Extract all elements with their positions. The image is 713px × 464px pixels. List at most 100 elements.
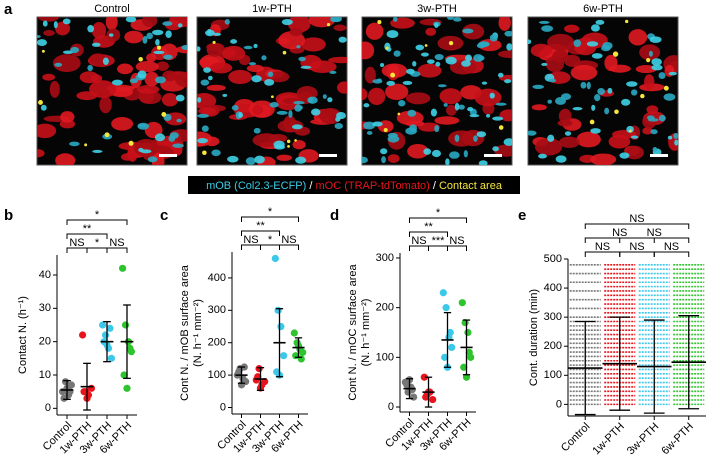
osteoblast <box>541 25 554 32</box>
osteoblast <box>445 158 450 165</box>
data-point <box>429 395 437 404</box>
osteoblast <box>293 101 305 105</box>
osteoblast <box>140 149 152 154</box>
osteoblast <box>547 99 553 104</box>
osteoclast <box>93 60 105 67</box>
osteoblast <box>125 17 137 23</box>
osteoblast <box>458 104 465 110</box>
osteoblast <box>42 20 48 27</box>
osteoblast <box>203 67 211 73</box>
osteoclast <box>198 107 216 115</box>
osteoclast <box>531 104 547 111</box>
contact <box>128 140 134 146</box>
osteoblast <box>619 152 630 159</box>
osteoclast <box>530 43 553 58</box>
osteoblast <box>651 64 663 71</box>
image-title: 1w-PTH <box>252 3 292 15</box>
contact <box>287 144 290 148</box>
osteoblast <box>586 41 599 47</box>
osteoblast <box>53 21 58 29</box>
osteoblast <box>426 59 435 64</box>
osteoblast <box>269 102 279 108</box>
osteoblast <box>489 92 495 99</box>
panel-label: b <box>4 207 13 224</box>
osteoblast <box>264 79 275 86</box>
y-tick-label: 100 <box>544 369 562 381</box>
data-point <box>465 348 473 356</box>
data-point <box>277 322 285 331</box>
data-point <box>121 321 130 329</box>
osteoblast <box>330 17 342 23</box>
osteoblast <box>492 116 504 121</box>
contact <box>498 125 504 130</box>
osteoblast <box>377 78 382 82</box>
osteoclast <box>37 123 57 139</box>
osteoblast <box>590 24 600 32</box>
osteoblast <box>366 131 373 135</box>
significance-bracket <box>447 245 467 251</box>
osteoblast <box>586 81 591 90</box>
osteoblast <box>176 118 182 123</box>
osteoblast <box>40 104 47 111</box>
osteoblast <box>547 134 555 142</box>
osteoblast <box>245 157 256 165</box>
contact <box>397 112 401 116</box>
data-point <box>126 344 134 352</box>
osteoblast <box>276 110 288 115</box>
osteoblast <box>497 72 504 78</box>
osteoclast <box>425 27 437 36</box>
data-point <box>87 384 95 392</box>
osteoblast <box>423 148 432 155</box>
osteoblast <box>163 54 173 60</box>
contact <box>383 128 388 133</box>
osteoblast <box>197 113 210 118</box>
osteoblast <box>37 39 48 46</box>
y-tick-label: 20 <box>39 336 51 348</box>
data-point <box>79 331 87 339</box>
significance-label: NS <box>612 227 627 239</box>
osteoclast <box>55 21 71 36</box>
y-tick-label: 200 <box>208 337 226 349</box>
osteoblast <box>288 110 293 118</box>
data-point <box>442 304 450 312</box>
osteoblast <box>431 149 441 158</box>
legend-entry: mOC (TRAP-tdTomato) <box>315 180 429 192</box>
osteoblast <box>291 124 303 130</box>
data-point <box>410 393 418 401</box>
osteoclast <box>635 65 657 74</box>
significance-bracket <box>653 251 690 257</box>
osteoblast <box>298 56 306 62</box>
osteoclast <box>498 17 511 31</box>
osteoblast <box>668 71 678 76</box>
image-title: Control <box>94 3 129 15</box>
osteoblast <box>469 114 480 118</box>
data-point <box>271 254 279 263</box>
scale-bar <box>319 154 337 157</box>
osteoclast <box>407 143 429 159</box>
significance-label: NS <box>629 241 644 253</box>
osteoclast <box>209 62 233 74</box>
osteoblast <box>380 63 385 68</box>
osteoclast <box>497 50 512 59</box>
y-tick-label: 400 <box>208 272 226 284</box>
osteoblast <box>211 149 221 157</box>
data-point <box>101 331 110 339</box>
osteoclast <box>547 33 575 51</box>
osteoblast <box>311 108 321 116</box>
osteoblast <box>597 87 605 95</box>
osteoclast <box>144 71 159 87</box>
osteoblast <box>224 19 230 25</box>
osteoblast <box>102 57 109 65</box>
osteoblast <box>296 45 301 49</box>
osteoblast <box>381 156 386 164</box>
osteoblast <box>658 114 666 122</box>
osteoclast <box>161 92 179 107</box>
osteoclast <box>289 28 303 37</box>
data-point <box>408 386 416 394</box>
y-tick-label: 0 <box>220 401 226 413</box>
osteoclast <box>136 84 160 94</box>
significance-label: *** <box>432 235 446 247</box>
osteoblast <box>197 138 209 144</box>
data-point <box>462 373 471 381</box>
osteoclast <box>156 61 169 71</box>
